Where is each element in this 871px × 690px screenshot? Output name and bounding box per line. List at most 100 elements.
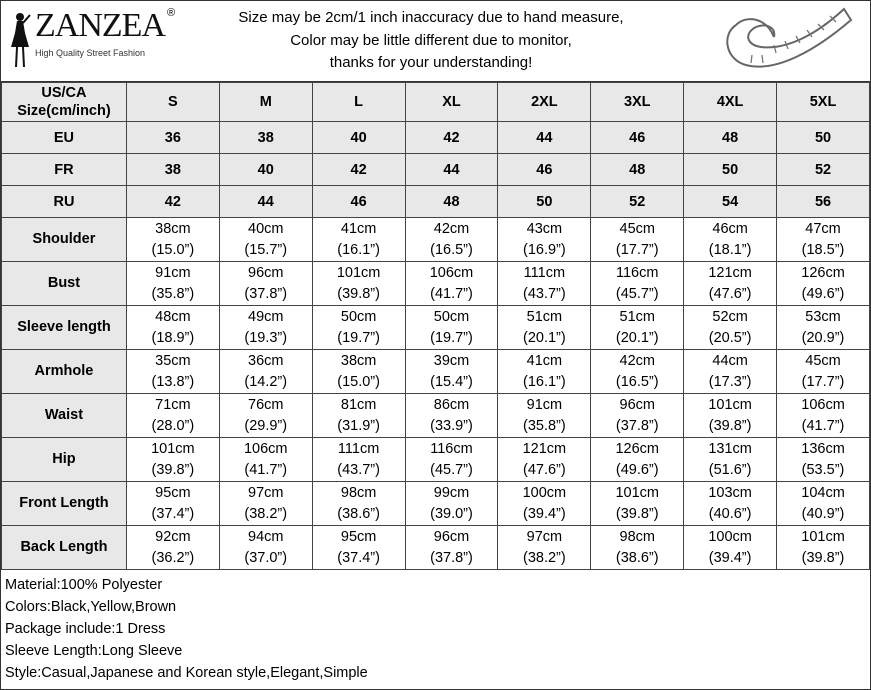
header-label-cell: US/CA Size(cm/inch) [1, 82, 127, 122]
measurement-cell-text: (37.8”) [244, 285, 288, 302]
measurement-cell-text: 51cm [619, 308, 655, 325]
measurement-cell-text: 121cm [708, 264, 752, 281]
measurement-cell-text: 45cm [805, 352, 841, 369]
size-value-cell-text: 40 [257, 161, 274, 178]
measurement-cell-text: 100cm [708, 528, 752, 545]
measurement-cell: 121cm (47.6”) [683, 261, 778, 306]
size-value-cell-text: 54 [722, 193, 739, 210]
measurement-cell-text: (45.7”) [615, 285, 659, 302]
size-header-cell: L [311, 82, 406, 122]
measurement-row: Armhole 35cm (13.8”) 36cm (14.2”) 38cm (15.0”)… [1, 349, 870, 394]
measurement-cell-text: (18.1”) [708, 241, 752, 258]
size-value-cell-text: 44 [443, 161, 460, 178]
measurement-cell-text: (45.7”) [430, 461, 473, 478]
measurement-cell: 104cm (40.9”) [776, 481, 870, 526]
measurement-cell: 101cm (39.8”) [776, 525, 870, 570]
measurement-cell-text: (19.3”) [244, 329, 288, 346]
measurement-cell-text: 41cm [340, 220, 377, 237]
measurement-cell-text: (20.9”) [801, 329, 845, 346]
measurement-notice: Size may be 2cm/1 inch inaccuracy due to… [201, 7, 661, 75]
measurement-row: Bust 91cm (35.8”) 96cm (37.8”) 101cm (39.8”) 10… [1, 261, 870, 306]
size-value-cell: 52 [776, 153, 870, 186]
measurement-cell: 76cm (29.9”) [218, 393, 313, 438]
notice-line: Color may be little different due to mon… [290, 31, 572, 49]
measurement-cell-text: 52cm [712, 308, 748, 325]
measurement-cell-text: (38.6”) [337, 505, 380, 522]
measurement-cell-text: 95cm [340, 528, 377, 545]
size-value-cell: 44 [218, 185, 313, 218]
row-label-cell: Front Length [1, 481, 127, 526]
detail-style: Style:Casual,Japanese and Korean style,E… [5, 665, 368, 681]
measurement-cell-text: 131cm [708, 440, 752, 457]
measurement-cell-text: (37.4”) [337, 549, 380, 566]
size-value-cell-text: 56 [814, 193, 832, 210]
measurement-cell-text: 81cm [340, 396, 377, 413]
measurement-cell-text: (39.4”) [708, 549, 752, 566]
size-header-row: US/CA Size(cm/inch) S M L XL 2XL 3XL 4XL 5XL [1, 82, 870, 122]
size-value-cell-text: 50 [722, 161, 739, 178]
size-value-cell: 48 [404, 185, 499, 218]
measurement-cell-text: 44cm [712, 352, 748, 369]
size-header-cell-text: 2XL [531, 94, 558, 110]
measurement-cell-text: 106cm [429, 264, 474, 281]
measurement-cell: 45cm (17.7”) [590, 217, 685, 262]
measurement-cell: 101cm (39.8”) [590, 481, 685, 526]
size-value-cell-text: 44 [257, 193, 274, 210]
measurement-cell: 121cm (47.6”) [497, 437, 592, 482]
measurement-cell: 136cm (53.5”) [776, 437, 870, 482]
size-header-cell: S [125, 82, 220, 122]
measurement-row: Waist 71cm (28.0”) 76cm (29.9”) 81cm (31.9”) 86… [1, 393, 870, 438]
measurement-cell: 38cm (15.0”) [311, 349, 406, 394]
row-label-cell-text: Waist [44, 407, 84, 423]
measurement-cell-text: 126cm [801, 264, 845, 281]
size-header-cell-text: 5XL [809, 94, 837, 110]
measurement-cell-text: (39.8”) [801, 549, 845, 566]
notice-line: thanks for your understanding! [329, 54, 533, 71]
brand-name-line: ZANZEA ® [35, 7, 175, 45]
row-label-cell-text: Hip [52, 451, 76, 467]
measurement-cell-text: 126cm [615, 440, 659, 457]
row-label-cell-text: Shoulder [32, 231, 96, 247]
brand-tagline: High Quality Street Fashion [35, 48, 146, 58]
measurement-cell-text: 49cm [248, 308, 284, 325]
size-value-cell-text: 46 [350, 193, 367, 210]
measurement-cell: 41cm (16.1”) [311, 217, 406, 262]
size-value-cell: 36 [125, 121, 220, 154]
measurement-cell-text: 48cm [155, 308, 191, 325]
measurement-cell: 100cm (39.4”) [683, 525, 778, 570]
measurement-cell-text: 101cm [615, 484, 659, 501]
measurement-cell-text: 38cm [340, 352, 377, 369]
size-value-cell-text: 36 [164, 129, 181, 146]
detail-colors: Colors:Black,Yellow,Brown [5, 599, 177, 615]
measurement-row: Back Length 92cm (36.2”) 94cm (37.0”) 95cm (37… [1, 525, 870, 570]
measurement-cell: 101cm (39.8”) [311, 261, 406, 306]
size-header-cell-text: M [259, 94, 272, 110]
measurement-cell-text: (33.9”) [430, 417, 473, 434]
size-value-cell-text: 46 [629, 129, 646, 146]
measurement-cell-text: (15.0”) [337, 373, 380, 390]
size-value-cell-text: 50 [536, 193, 553, 210]
size-value-cell-text: 38 [257, 129, 274, 146]
measurement-cell-text: (29.9”) [244, 417, 288, 434]
measurement-cell: 53cm (20.9”) [776, 305, 870, 350]
measurement-cell-text: 35cm [155, 352, 191, 369]
size-value-cell: 46 [311, 185, 406, 218]
row-label-cell: RU [1, 185, 127, 218]
measurement-cell: 126cm (49.6”) [776, 261, 870, 306]
measurement-cell: 49cm (19.3”) [218, 305, 313, 350]
size-value-cell: 42 [404, 121, 499, 154]
measurement-cell-text: 97cm [248, 484, 284, 501]
size-value-cell-text: 42 [443, 129, 460, 146]
row-label-cell-text: RU [53, 193, 75, 210]
measurement-cell-text: (19.7”) [430, 329, 473, 346]
measurement-cell: 106cm (41.7”) [218, 437, 313, 482]
measurement-cell-text: 51cm [526, 308, 563, 325]
measurement-cell: 46cm (18.1”) [683, 217, 778, 262]
measurement-cell-text: (53.5”) [801, 461, 845, 478]
measurement-cell: 45cm (17.7”) [776, 349, 870, 394]
measurement-cell-text: 136cm [801, 440, 845, 457]
measurement-cell: 92cm (36.2”) [125, 525, 220, 570]
measurement-cell-text: (16.9”) [523, 241, 566, 258]
measurement-cell-text: 106cm [243, 440, 288, 457]
